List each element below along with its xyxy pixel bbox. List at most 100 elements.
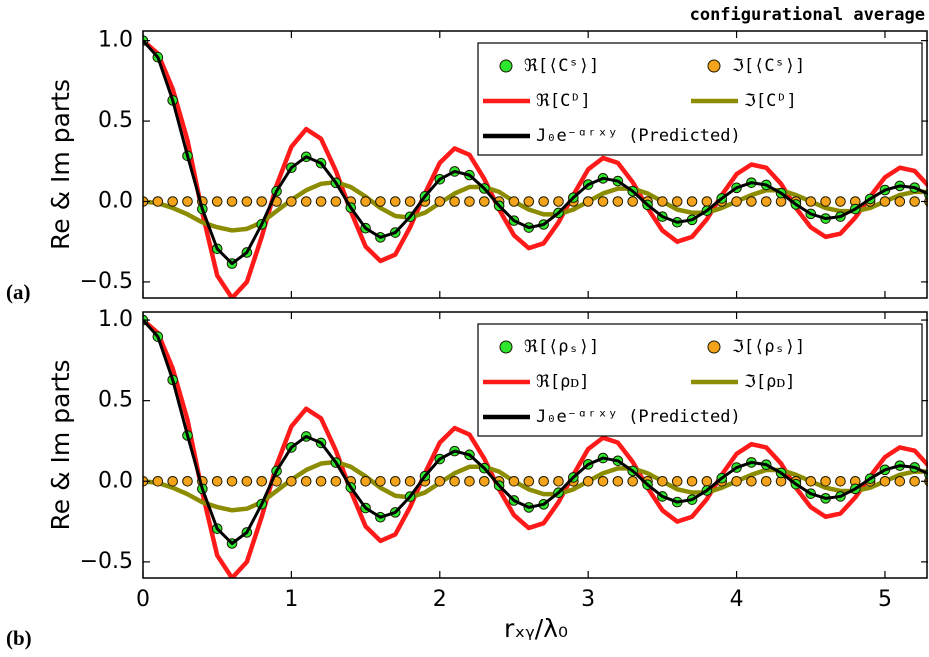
data-point — [553, 196, 564, 207]
data-point — [300, 475, 312, 487]
data-point — [449, 196, 460, 207]
data-point — [404, 196, 416, 207]
data-point — [211, 196, 223, 207]
data-point — [686, 475, 698, 487]
data-point — [835, 196, 846, 207]
data-point — [538, 196, 549, 207]
data-point — [582, 196, 594, 207]
data-point — [434, 196, 446, 207]
data-point — [627, 475, 638, 487]
x-tick-label: 1 — [284, 587, 298, 612]
panel-label: (b) — [6, 626, 32, 650]
data-point — [182, 196, 193, 207]
legend-label: ℜ[⟨Cˢ⟩] — [524, 56, 599, 76]
legend-label: ℑ[⟨ρₛ⟩] — [732, 337, 805, 357]
data-point — [152, 196, 164, 207]
data-point — [286, 475, 297, 487]
y-tick-label: 0.0 — [98, 188, 133, 213]
data-point — [360, 475, 371, 487]
data-point — [389, 475, 401, 487]
legend-label: ℑ[ρᴅ] — [744, 372, 795, 392]
data-point — [315, 475, 327, 487]
series-line — [143, 319, 928, 545]
data-point — [731, 196, 742, 207]
y-axis-label: Re & Im parts — [46, 360, 75, 531]
data-point — [657, 196, 668, 207]
panel-label: (a) — [6, 280, 31, 304]
x-tick-label: 5 — [878, 587, 892, 612]
data-point — [538, 475, 549, 487]
data-point — [464, 475, 475, 487]
data-point — [226, 196, 238, 207]
legend-label: ℜ[ρᴅ] — [536, 372, 589, 392]
data-point — [404, 475, 416, 487]
data-point — [731, 475, 742, 487]
data-point — [256, 196, 268, 207]
legend-label: J₀e⁻ᵅʳˣʸ (Predicted) — [536, 407, 741, 427]
data-point — [330, 475, 342, 487]
data-point — [657, 475, 668, 487]
data-point — [315, 196, 327, 207]
data-point — [582, 475, 594, 487]
data-point — [360, 196, 371, 207]
data-point — [211, 475, 223, 487]
data-point — [746, 475, 757, 487]
data-point — [449, 475, 460, 487]
data-point — [760, 475, 772, 487]
data-point — [464, 196, 475, 207]
x-axis-label: rₓᵧ/λ₀ — [504, 614, 568, 643]
x-tick-label: 3 — [581, 587, 595, 612]
y-axis-label: Re & Im parts — [46, 79, 75, 250]
data-point — [508, 196, 520, 207]
series-line — [143, 179, 928, 233]
data-point — [479, 475, 490, 487]
data-point — [523, 475, 535, 487]
legend-label: ℑ[Cᴰ] — [744, 91, 797, 111]
y-tick-label: 0.5 — [98, 108, 133, 133]
legend-label: J₀e⁻ᵅʳˣʸ (Predicted) — [536, 126, 741, 146]
x-tick-label: 2 — [433, 587, 447, 612]
data-point — [508, 475, 520, 487]
data-point — [701, 196, 713, 207]
data-point — [300, 196, 312, 207]
data-point — [820, 196, 831, 207]
y-tick-label: 1.0 — [98, 307, 133, 332]
data-point — [241, 475, 253, 487]
data-point — [597, 475, 609, 487]
y-tick-label: −0.5 — [80, 549, 133, 574]
data-point — [894, 475, 906, 487]
data-point — [330, 196, 342, 207]
data-point — [612, 475, 624, 487]
data-point — [835, 475, 846, 487]
data-point — [879, 196, 891, 207]
plot-frame — [142, 311, 928, 579]
y-tick-label: 0.0 — [98, 468, 133, 493]
x-tick-label: 0 — [136, 587, 150, 612]
data-point — [523, 196, 535, 207]
data-point — [909, 475, 920, 487]
data-point — [671, 196, 683, 207]
legend-marker — [707, 340, 721, 354]
series-line — [143, 459, 928, 513]
data-point — [879, 475, 891, 487]
data-point — [894, 196, 906, 207]
annotation: configurational average — [690, 5, 925, 25]
data-point — [167, 196, 178, 207]
data-point — [701, 475, 713, 487]
data-point — [597, 196, 609, 207]
data-point — [909, 196, 920, 207]
data-point — [434, 475, 446, 487]
data-point — [286, 196, 297, 207]
data-point — [686, 196, 698, 207]
y-tick-label: −0.5 — [80, 269, 133, 294]
data-point — [182, 475, 193, 487]
data-point — [612, 196, 624, 207]
plot-area — [143, 35, 928, 298]
legend-label: ℑ[⟨Cˢ⟩] — [732, 56, 805, 76]
y-tick-label: 0.5 — [98, 388, 133, 413]
data-point — [389, 196, 401, 207]
data-point — [760, 196, 772, 207]
legend-marker — [499, 59, 513, 73]
data-point — [167, 475, 178, 487]
